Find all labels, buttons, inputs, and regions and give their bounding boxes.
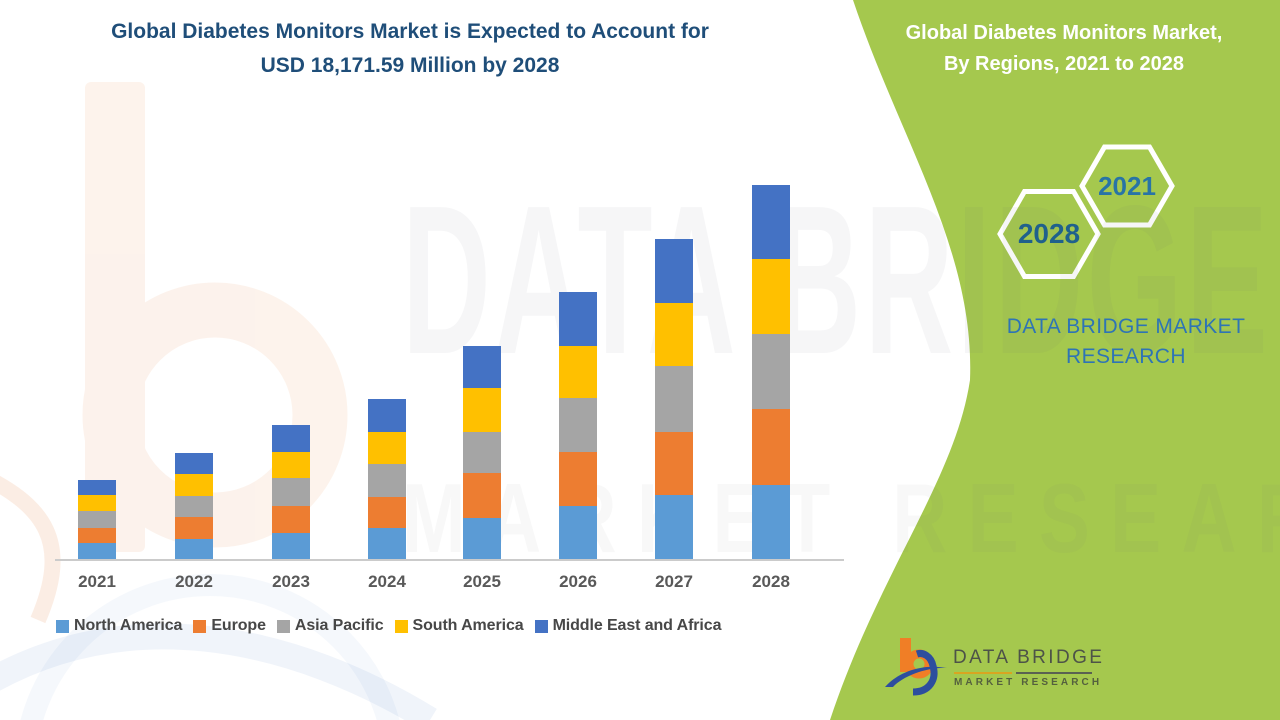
bar-segment-middle-east-and-africa: [368, 398, 406, 432]
legend-item-north-america: North America: [56, 617, 182, 635]
legend-item-asia-pacific: Asia Pacific: [276, 617, 384, 635]
legend-item-middle-east-and-africa: Middle East and Africa: [534, 617, 722, 635]
bar-segment-north-america: [78, 543, 116, 560]
bar-2026: [559, 291, 597, 560]
bar-segment-north-america: [368, 527, 406, 560]
bar-2025: [463, 346, 501, 560]
bar-segment-middle-east-and-africa: [752, 185, 790, 260]
bar-segment-middle-east-and-africa: [463, 346, 501, 389]
bar-segment-south-america: [655, 303, 693, 367]
x-axis-label-2027: 2027: [655, 572, 693, 591]
bar-segment-europe: [752, 409, 790, 485]
company-logo: DATA BRIDGE MARKET RESEARCH: [883, 634, 1143, 704]
x-axis-label-2024: 2024: [368, 572, 406, 591]
legend-swatch-icon: [193, 619, 207, 633]
panel-title-line1: Global Diabetes Monitors Market,: [905, 22, 1223, 44]
x-axis-label-2025: 2025: [463, 572, 501, 591]
bar-segment-south-america: [752, 259, 790, 335]
bar-segment-north-america: [175, 539, 213, 560]
bar-segment-asia-pacific: [272, 478, 310, 507]
chart-title-line1: Global Diabetes Monitors Market is Expec…: [111, 20, 709, 43]
bar-segment-europe: [463, 472, 501, 518]
bar-segment-south-america: [463, 388, 501, 432]
logo-underline-gold: [954, 672, 1012, 674]
bar-segment-north-america: [559, 506, 597, 560]
logo-underline-gray: [1016, 672, 1092, 674]
bar-segment-asia-pacific: [78, 511, 116, 529]
bar-segment-south-america: [175, 474, 213, 497]
legend-swatch-icon: [534, 619, 548, 633]
legend-label: Europe: [211, 617, 266, 634]
x-axis-label-2022: 2022: [175, 572, 213, 591]
bar-segment-europe: [78, 528, 116, 544]
bar-segment-north-america: [752, 485, 790, 560]
stacked-bar-chart: [55, 160, 845, 560]
bar-2028: [752, 185, 790, 560]
bar-segment-south-america: [272, 452, 310, 479]
bar-segment-middle-east-and-africa: [175, 452, 213, 475]
x-axis-label-2021: 2021: [78, 572, 116, 591]
bar-segment-asia-pacific: [655, 366, 693, 432]
x-axis-label-2026: 2026: [559, 572, 597, 591]
bar-segment-south-america: [559, 346, 597, 399]
logo-swoosh-icon: [885, 650, 947, 696]
bar-segment-europe: [272, 506, 310, 533]
panel-title-line2: By Regions, 2021 to 2028: [943, 53, 1185, 75]
bar-segment-north-america: [463, 517, 501, 560]
brand-heading-line2: RESEARCH: [1066, 345, 1186, 368]
bar-segment-europe: [175, 517, 213, 540]
bar-segment-north-america: [655, 495, 693, 560]
logo-name-text: DATA BRIDGE: [953, 647, 1105, 668]
legend-swatch-icon: [276, 619, 290, 633]
bar-segment-middle-east-and-africa: [655, 239, 693, 304]
bar-2022: [175, 452, 213, 560]
watermark-swoosh: [0, 574, 437, 720]
bar-segment-middle-east-and-africa: [272, 425, 310, 453]
legend-label: Middle East and Africa: [552, 617, 722, 634]
x-axis-label-2028: 2028: [752, 572, 790, 591]
legend-swatch-icon: [56, 619, 69, 633]
bar-segment-asia-pacific: [175, 496, 213, 518]
bar-2021: [78, 480, 116, 560]
watermark-logo-b: [0, 82, 348, 624]
company-logo-mark: [885, 638, 947, 696]
logo-underline: [954, 672, 1092, 674]
legend-label: North America: [74, 617, 183, 634]
panel-title: Global Diabetes Monitors Market, By Regi…: [878, 18, 1250, 80]
bar-segment-south-america: [368, 431, 406, 464]
bar-segment-asia-pacific: [559, 398, 597, 453]
bar-segment-north-america: [272, 532, 310, 560]
legend-item-europe: Europe: [193, 617, 266, 635]
legend-item-south-america: South America: [394, 617, 524, 635]
bar-segment-asia-pacific: [752, 334, 790, 410]
hexagon-2021: [1079, 144, 1175, 228]
bar-2024: [368, 398, 406, 560]
hexagon-2028: [997, 189, 1101, 279]
bar-segment-asia-pacific: [463, 431, 501, 473]
bar-segment-middle-east-and-africa: [78, 480, 116, 496]
chart-title: Global Diabetes Monitors Market is Expec…: [60, 15, 760, 83]
brand-heading: DATA BRIDGE MARKET RESEARCH: [982, 312, 1270, 372]
bar-segment-europe: [559, 452, 597, 507]
chart-title-line2: USD 18,171.59 Million by 2028: [260, 54, 560, 77]
hexagon-year-2028: 2028: [1017, 218, 1081, 249]
bar-2027: [655, 239, 693, 560]
bar-segment-asia-pacific: [368, 463, 406, 498]
legend-label: South America: [412, 617, 524, 634]
legend-label: Asia Pacific: [294, 617, 384, 634]
bar-segment-south-america: [78, 495, 116, 512]
bar-segment-europe: [368, 497, 406, 528]
bar-2023: [272, 425, 310, 560]
hexagon-year-2021: 2021: [1098, 171, 1156, 201]
bar-segment-middle-east-and-africa: [559, 291, 597, 347]
bar-segment-europe: [655, 431, 693, 495]
x-axis-line: [55, 559, 844, 561]
brand-heading-line1: DATA BRIDGE MARKET: [1006, 315, 1246, 338]
chart-legend: North America Europe Asia Pacific South Ame…: [56, 617, 721, 635]
logo-tagline-text: MARKET RESEARCH: [954, 677, 1103, 688]
legend-swatch-icon: [394, 619, 408, 633]
x-axis-label-2023: 2023: [272, 572, 310, 591]
